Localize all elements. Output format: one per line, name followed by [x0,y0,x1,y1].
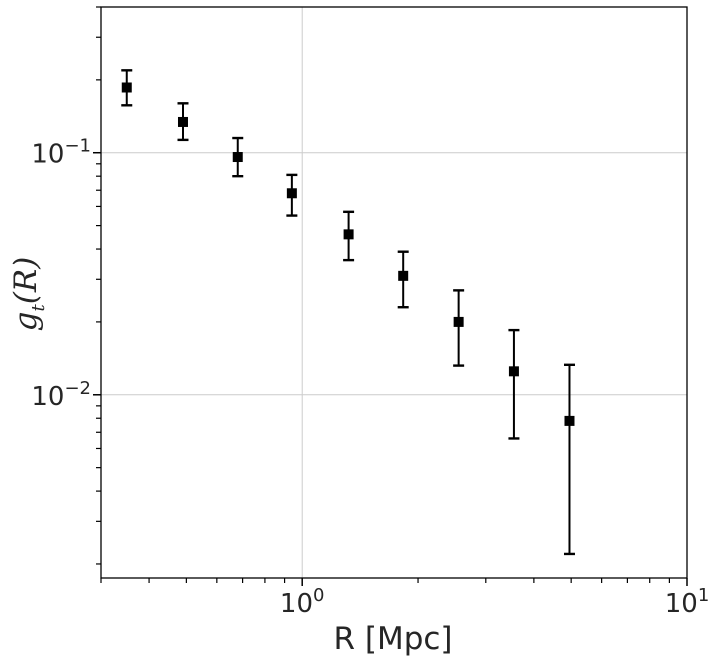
error-bar [563,363,575,556]
y-axis-label-sub: t [28,303,49,311]
data-point [232,152,243,163]
y-axis-label-arg: (R) [8,257,44,305]
error-bar [453,289,465,367]
x-axis-label: R [Mpc] [333,621,452,657]
grid [101,7,687,578]
minor-ticks [93,6,688,586]
x-tick-label: 100 [280,585,325,619]
y-tick-label-base: 10 [31,382,64,412]
y-tick-label-base: 10 [31,140,64,170]
data-points [121,82,575,426]
data-point [453,316,464,327]
data-point [508,366,519,377]
y-tick-label: 10−2 [31,378,91,412]
data-point [177,116,188,127]
y-axis-label: gt(R) [8,257,49,332]
x-tick-label-base: 10 [665,589,698,619]
y-axis-label-base: g [8,311,44,331]
y-tick-label-exp: −2 [64,378,91,399]
error-bars [121,69,575,556]
data-point [564,415,575,426]
data-point [121,82,132,93]
plot-frame [100,6,688,579]
y-tick-label: 10−1 [31,136,91,170]
y-tick-label-exp: −1 [64,136,91,157]
x-tick-label-exp: 0 [313,585,324,606]
data-point [286,188,297,199]
error-bar [508,328,520,440]
data-point [343,229,354,240]
data-point [398,270,409,281]
x-tick-label: 101 [665,585,710,619]
x-tick-label-base: 10 [280,589,313,619]
x-tick-label-exp: 1 [698,585,709,606]
